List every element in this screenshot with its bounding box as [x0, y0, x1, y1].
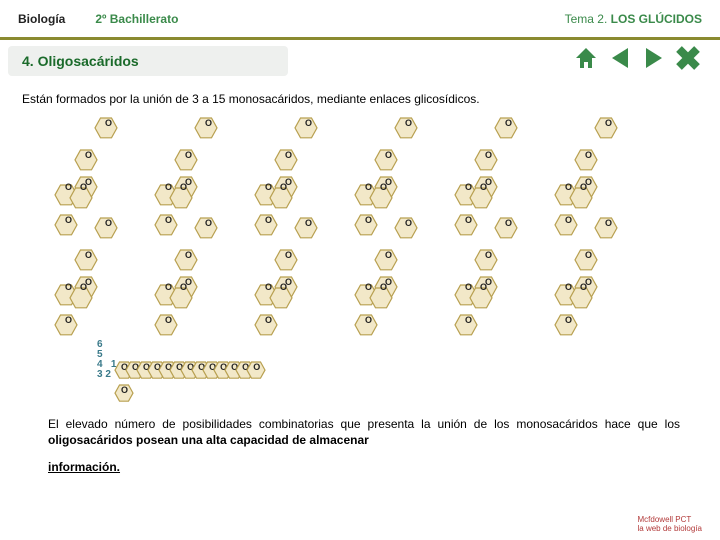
sugar-chain: O [195, 118, 211, 145]
carbon-number-labels: 654 13 2 [97, 340, 116, 380]
sugar-chain: O [295, 218, 311, 245]
section-title: 4. Oligosacáridos [22, 53, 139, 69]
sugar-chain: O [495, 218, 511, 245]
sugar-chain: O O O [255, 282, 300, 342]
topic-prefix: Tema 2. [565, 12, 611, 26]
level-label: 2º Bachillerato [95, 12, 178, 26]
content: Están formados por la unión de 3 a 15 mo… [0, 82, 720, 474]
sugar-chain: O [395, 118, 411, 145]
sugar-chain: O O O [155, 182, 200, 242]
sugar-chain: O [395, 218, 411, 245]
section-row: 4. Oligosacáridos [0, 40, 720, 82]
sugar-chain: O O O O O O O O O O O O O O [115, 362, 269, 408]
topic-label: Tema 2. LOS GLÚCIDOS [565, 12, 702, 26]
sugar-chain: O [195, 218, 211, 245]
sugar-chain: O [95, 218, 111, 245]
para2-part-b: oligosacáridos posean una alta capacidad… [48, 433, 369, 447]
sugar-chain: O O O [255, 182, 300, 242]
sugar-chain: O [95, 118, 111, 145]
emphasis-word: información. [48, 460, 698, 474]
topic-title: LOS GLÚCIDOS [611, 12, 702, 26]
sugar-chain: O O O [55, 182, 100, 242]
prev-icon[interactable] [606, 44, 634, 72]
sugar-chain: O [295, 118, 311, 145]
sugar-chain: O O O [555, 182, 600, 242]
nav-icons [572, 44, 702, 72]
para2-part-a: El elevado número de posibilidades combi… [48, 417, 680, 431]
sugar-chain: O O O [55, 282, 100, 342]
sugar-chain: O O O [355, 182, 400, 242]
header-bar: Biología 2º Bachillerato Tema 2. LOS GLÚ… [0, 0, 720, 40]
next-icon[interactable] [640, 44, 668, 72]
home-icon[interactable] [572, 44, 600, 72]
sugar-chain: O O O [455, 182, 500, 242]
sugar-chain: O [595, 118, 611, 145]
oligosaccharide-diagram: O O O O O O O O O O O O O O O O O O O O … [55, 118, 665, 408]
sugar-chain: O O O [155, 282, 200, 342]
intro-paragraph: Están formados por la unión de 3 a 15 mo… [22, 92, 698, 106]
footer-line2: la web de biología [638, 525, 703, 534]
close-icon[interactable] [674, 44, 702, 72]
section-tab: 4. Oligosacáridos [8, 46, 288, 76]
conclusion-paragraph: El elevado número de posibilidades combi… [48, 416, 680, 448]
sugar-chain: O O O [555, 282, 600, 342]
sugar-chain: O [595, 218, 611, 245]
subject-label: Biología [18, 12, 65, 26]
sugar-chain: O O O [355, 282, 400, 342]
sugar-chain: O O O [455, 282, 500, 342]
footer-logo: Mcfdowell PCT la web de biología [638, 516, 703, 534]
sugar-chain: O [495, 118, 511, 145]
